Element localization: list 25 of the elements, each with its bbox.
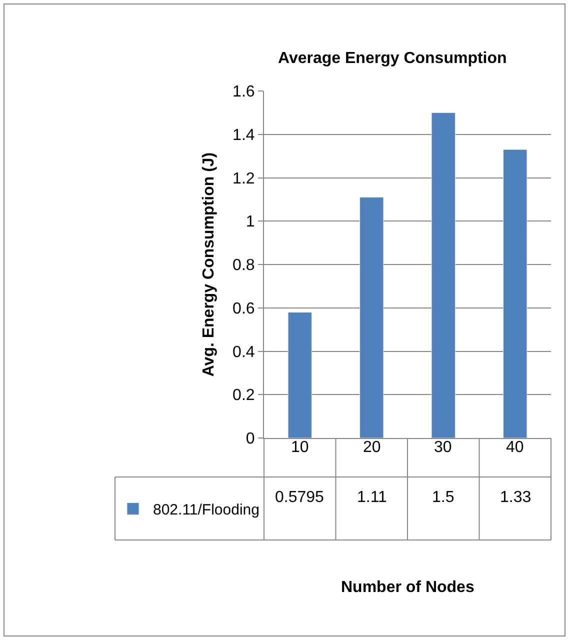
data-label: 1.11 [357, 489, 388, 506]
legend-label: 802.11/Flooding [153, 502, 260, 519]
text: Number of Nodes [341, 579, 474, 596]
y-tick-label: 1.2 [232, 170, 255, 188]
x-tick-label: 40 [506, 439, 524, 456]
data-label: 1.5 [432, 489, 454, 506]
y-tick-label: 1.6 [232, 84, 255, 101]
x-tick-label: 30 [434, 439, 452, 456]
y-tick-label: 0 [246, 430, 255, 448]
y-tick-label: 1.4 [232, 126, 255, 144]
bar [288, 312, 312, 438]
bar [360, 197, 384, 438]
y-tick-label: 0.2 [232, 387, 255, 404]
bar [431, 112, 456, 438]
data-label: 0.5795 [275, 489, 324, 506]
y-axis-title: Avg. Energy Consumption (J) [200, 152, 218, 377]
chart-title: Average Energy Consumption [278, 50, 507, 67]
y-tick-label: 0.8 [232, 257, 255, 274]
x-tick-label: 10 [291, 439, 309, 456]
data-label: 1.33 [500, 489, 532, 506]
x-tick-label: 20 [363, 439, 381, 456]
y-tick-label: 1 [246, 214, 255, 231]
y-tick-label: 0.4 [232, 344, 255, 361]
y-tick-label: 0.6 [232, 300, 255, 318]
bar [503, 149, 528, 438]
